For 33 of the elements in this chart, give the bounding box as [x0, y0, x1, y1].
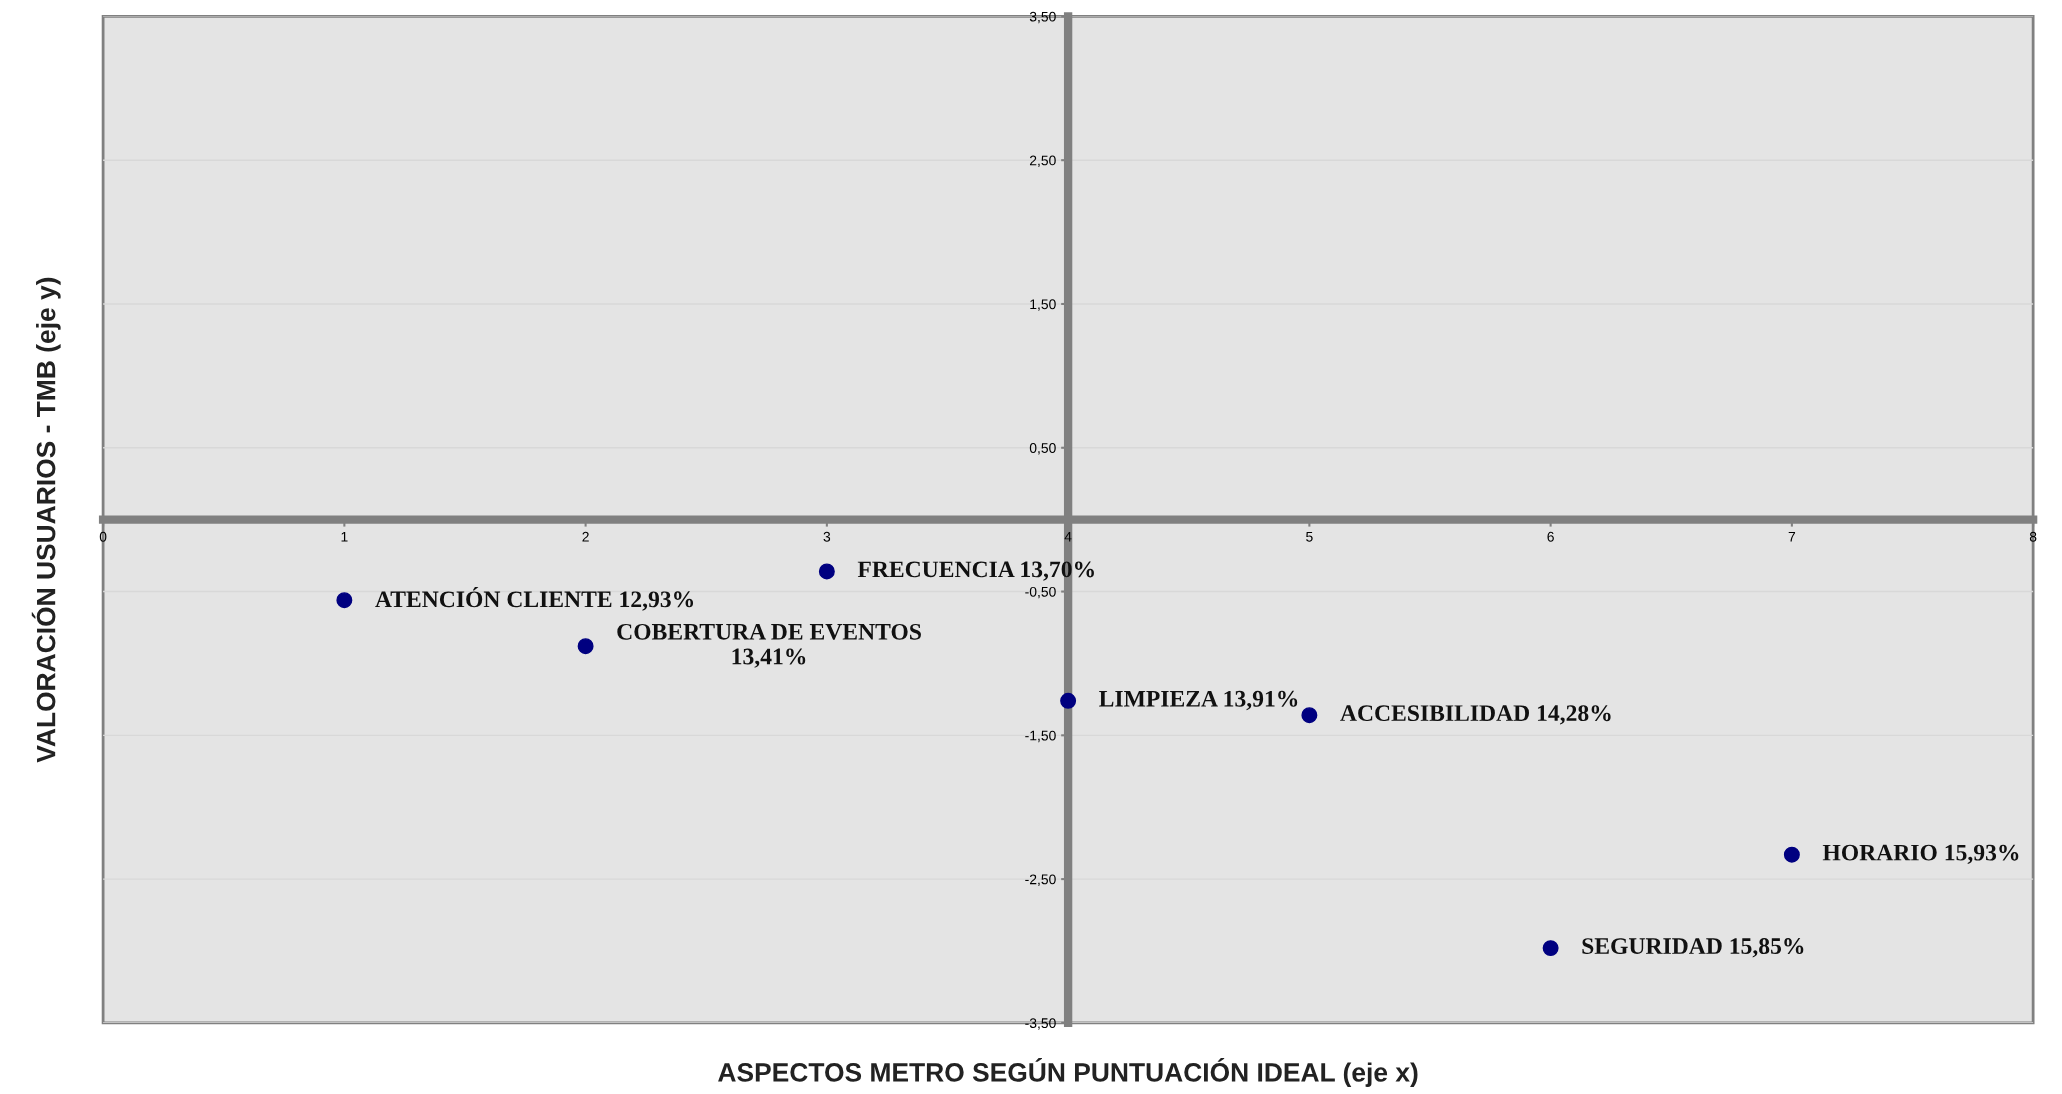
- point: [1060, 692, 1077, 709]
- y-tick-label: 3,50: [1029, 11, 1056, 24]
- x-tick-label: 3: [823, 531, 831, 542]
- x-tick-label: 8: [2029, 531, 2037, 542]
- x-tick-label: 7: [1788, 531, 1796, 542]
- y-tick-label: 2,50: [1029, 155, 1056, 167]
- x-tick-label: 6: [1547, 531, 1554, 542]
- y-tick-label: 1,50: [1030, 299, 1056, 311]
- point: [577, 638, 594, 655]
- y-axis-title: VALORACIÓN USUARIOS - TMB (eje y): [31, 277, 61, 763]
- point: [818, 563, 835, 580]
- point: [1301, 707, 1318, 724]
- annotation: LIMPIEZA 13,91%: [1099, 690, 1298, 711]
- y-tick-label: -1,50: [1025, 730, 1056, 743]
- x-tick-label: 4: [1064, 531, 1072, 542]
- x-axis-title: ASPECTOS METRO SEGÚN PUNTUACIÓN IDEAL (eje x): [718, 1058, 1418, 1087]
- y-tick-label: -0,50: [1025, 586, 1056, 599]
- x-tick-label: 2: [582, 531, 589, 542]
- y-tick-label: -3,50: [1025, 1018, 1056, 1030]
- annotation: SEGURIDAD 15,85%: [1582, 938, 1804, 958]
- y-tick-label: -2,50: [1025, 874, 1056, 886]
- y-tick-label: 0,50: [1029, 443, 1056, 455]
- annotation: FRECUENCIA 13,70%: [857, 561, 1094, 581]
- x-tick-label: 1: [341, 531, 348, 542]
- point: [336, 592, 353, 609]
- x-tick-label: 5: [1306, 531, 1313, 542]
- annotation: HORARIO 15,93%: [1822, 844, 2019, 864]
- annotation: ACCESIBILIDAD 14,28%: [1340, 705, 1611, 725]
- x-tick-label: 0: [99, 531, 107, 542]
- annotation: COBERTURA DE EVENTOS 13,41%: [617, 623, 921, 668]
- point: [1783, 846, 1800, 863]
- point: [1542, 940, 1559, 957]
- annotation: ATENCIÓN CLIENTE 12,93%: [375, 586, 694, 611]
